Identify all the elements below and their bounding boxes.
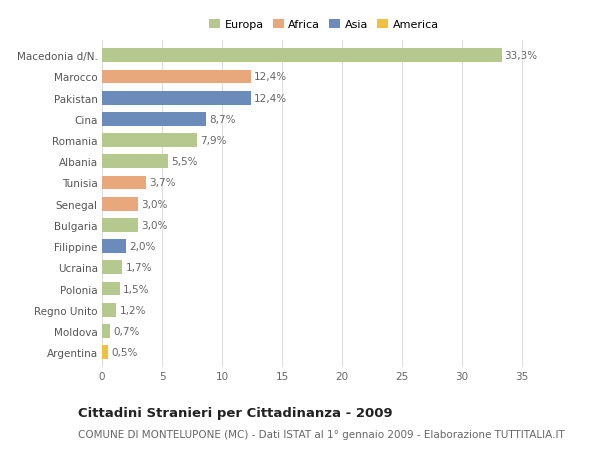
Text: 33,3%: 33,3%	[505, 51, 538, 61]
Bar	[102, 325, 110, 338]
Text: 3,0%: 3,0%	[141, 199, 167, 209]
Bar	[102, 49, 502, 63]
Text: 3,0%: 3,0%	[141, 220, 167, 230]
Text: 1,2%: 1,2%	[119, 305, 146, 315]
Text: 7,9%: 7,9%	[200, 136, 226, 146]
Bar	[102, 91, 251, 105]
Text: 1,5%: 1,5%	[123, 284, 149, 294]
Text: 5,5%: 5,5%	[171, 157, 197, 167]
Text: Cittadini Stranieri per Cittadinanza - 2009: Cittadini Stranieri per Cittadinanza - 2…	[78, 406, 392, 419]
Bar	[102, 134, 197, 148]
Bar	[102, 176, 146, 190]
Text: 2,0%: 2,0%	[129, 241, 155, 252]
Text: 0,7%: 0,7%	[113, 326, 140, 336]
Text: 12,4%: 12,4%	[254, 73, 287, 82]
Bar	[102, 70, 251, 84]
Bar	[102, 113, 206, 127]
Bar	[102, 303, 116, 317]
Text: 8,7%: 8,7%	[209, 115, 236, 124]
Bar	[102, 346, 108, 359]
Bar	[102, 240, 126, 253]
Bar	[102, 155, 168, 169]
Legend: Europa, Africa, Asia, America: Europa, Africa, Asia, America	[207, 17, 441, 33]
Text: 0,5%: 0,5%	[111, 347, 137, 358]
Text: COMUNE DI MONTELUPONE (MC) - Dati ISTAT al 1° gennaio 2009 - Elaborazione TUTTIT: COMUNE DI MONTELUPONE (MC) - Dati ISTAT …	[78, 429, 565, 439]
Bar	[102, 197, 138, 211]
Bar	[102, 261, 122, 274]
Bar	[102, 218, 138, 232]
Text: 1,7%: 1,7%	[125, 263, 152, 273]
Bar	[102, 282, 120, 296]
Text: 12,4%: 12,4%	[254, 94, 287, 103]
Text: 3,7%: 3,7%	[149, 178, 176, 188]
